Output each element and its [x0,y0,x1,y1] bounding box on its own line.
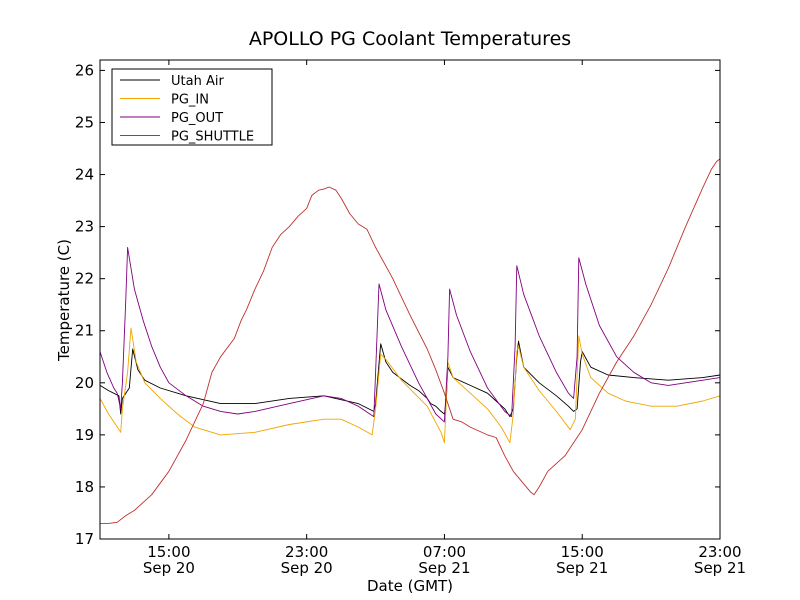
legend-label: PG_SHUTTLE [171,130,254,145]
y-tick-label: 18 [75,478,94,496]
legend-label: Utah Air [171,74,224,89]
plot-frame [99,59,721,540]
y-tick-label: 19 [75,426,94,444]
x-tick-time-label: 07:00 [423,543,466,561]
series-line-pg-shuttle [100,158,721,524]
y-axis-label: Temperature (C) [55,239,73,362]
x-tick-time-label: 23:00 [285,543,328,561]
x-tick-date-label: Sep 21 [418,559,470,577]
legend-label: PG_OUT [171,111,223,126]
y-tick-label: 24 [75,166,94,184]
legend-box [111,68,273,146]
x-tick-time-label: 15:00 [561,543,604,561]
legend: Utah Air PG_IN PG_OUT PG_SHUTTLE [111,68,273,146]
x-tick-date-label: Sep 20 [281,559,333,577]
x-tick-time-label: 23:00 [698,543,741,561]
series-line-pg-in [99,327,721,444]
y-tick-label: 22 [75,270,94,288]
y-tick-label: 25 [75,113,94,131]
series-line-pg-out [99,246,721,423]
legend-label: PG_IN [171,93,209,108]
y-tick-label: 21 [75,322,94,340]
x-tick-date-label: Sep 20 [143,559,195,577]
x-tick-date-label: Sep 21 [694,559,746,577]
y-tick-label: 26 [75,61,94,79]
series-line-utah-air [99,340,721,418]
chart-title: APOLLO PG Coolant Temperatures [249,28,571,50]
y-tick-label: 20 [75,374,94,392]
y-tick-label: 17 [75,530,94,548]
x-tick-time-label: 15:00 [147,543,190,561]
y-tick-label: 23 [75,218,94,236]
x-tick-date-label: Sep 21 [556,559,608,577]
series-layer [99,158,721,524]
x-axis-label: Date (GMT) [367,577,453,595]
